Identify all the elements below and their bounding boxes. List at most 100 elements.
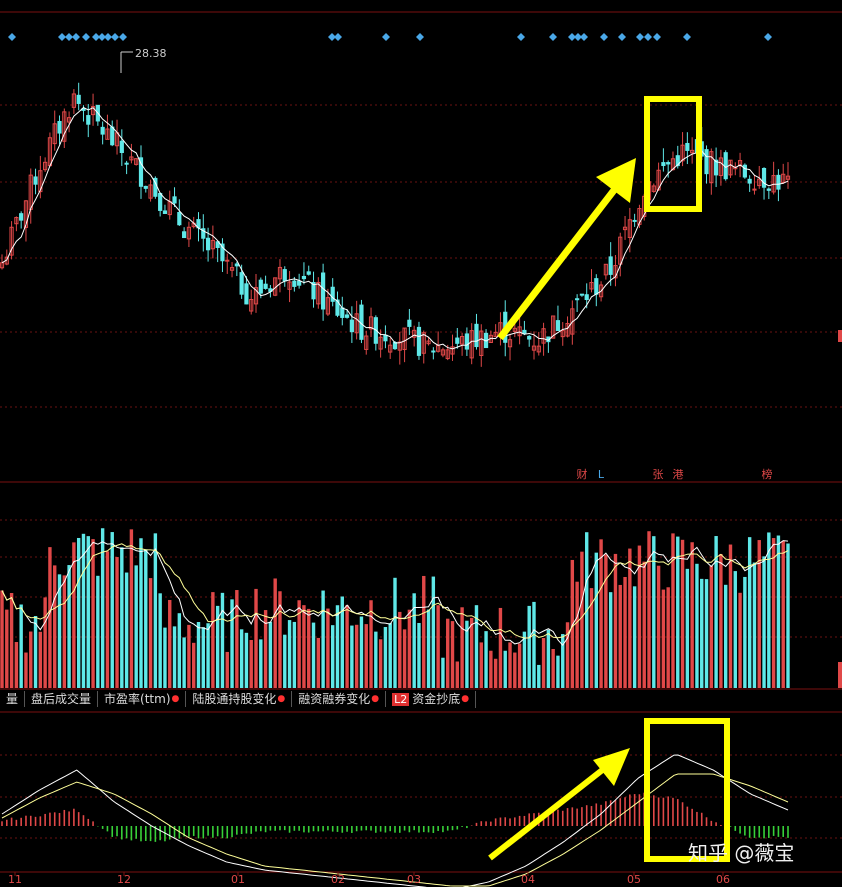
- candle: [747, 178, 752, 184]
- volume-bar: [709, 566, 714, 688]
- volume-bar: [695, 563, 699, 688]
- volume-bar: [57, 574, 62, 688]
- volume-bar: [398, 611, 402, 688]
- signal-diamond: [111, 33, 119, 41]
- volume-bar: [302, 605, 306, 688]
- arrow-head: [593, 748, 630, 786]
- volume-bar: [484, 631, 488, 688]
- tab-bottom-fishing[interactable]: L2 资金抄底●: [386, 690, 477, 708]
- candle: [225, 259, 230, 262]
- candle: [129, 156, 134, 161]
- candle: [138, 157, 144, 187]
- volume-bar: [690, 542, 694, 688]
- volume-bar: [244, 632, 249, 688]
- tab-northbound-holding[interactable]: 陆股通持股变化●: [186, 691, 293, 707]
- candle: [766, 188, 771, 191]
- candle: [761, 167, 767, 188]
- volume-bar: [594, 552, 598, 688]
- volume-bar: [647, 531, 651, 688]
- volume-bar: [134, 565, 138, 688]
- candle: [234, 263, 239, 267]
- candle: [277, 266, 283, 280]
- signal-diamond: [568, 33, 576, 41]
- volume-bar: [431, 576, 436, 688]
- candle: [378, 336, 383, 350]
- volume-bar: [105, 551, 110, 688]
- candle: [781, 173, 786, 183]
- volume-bar: [220, 592, 225, 688]
- tab-pe-ttm[interactable]: 市盈率(ttm)●: [98, 691, 187, 707]
- volume-bar: [728, 544, 733, 688]
- volume-bar: [771, 538, 776, 688]
- edge-bar: [838, 330, 842, 342]
- volume-bar: [259, 639, 263, 688]
- volume-bar: [254, 588, 258, 688]
- volume-bar: [297, 600, 301, 688]
- candle: [62, 111, 67, 142]
- volume-bar: [637, 545, 642, 688]
- volume-bar: [604, 554, 608, 688]
- volume-bar: [781, 540, 785, 688]
- volume-bar: [714, 536, 718, 688]
- volume-bar: [747, 537, 752, 688]
- candle: [737, 160, 743, 167]
- candle: [575, 298, 580, 301]
- volume-bar: [235, 590, 239, 688]
- volume-bar: [762, 556, 766, 688]
- candle: [402, 327, 407, 351]
- candle: [23, 200, 29, 228]
- volume-bar: [575, 581, 579, 688]
- signal-diamond: [574, 33, 582, 41]
- candle: [431, 350, 436, 353]
- volume-bar: [719, 554, 723, 688]
- indicator-panel[interactable]: [1, 754, 789, 887]
- volume-bar: [474, 605, 479, 688]
- price-panel[interactable]: 28.38: [0, 47, 791, 367]
- volume-panel[interactable]: [0, 528, 790, 688]
- annotations: [488, 96, 842, 862]
- volume-bar: [551, 649, 555, 688]
- volume-bar: [201, 627, 205, 688]
- candle: [76, 94, 81, 104]
- candle: [742, 164, 747, 178]
- x-tick-label: 04: [521, 873, 535, 886]
- candle: [186, 226, 192, 240]
- volume-bar: [776, 535, 781, 688]
- volume-bar: [565, 622, 570, 688]
- candle: [459, 336, 465, 345]
- candle: [253, 287, 259, 305]
- volume-bar: [292, 621, 297, 688]
- volume-bar: [479, 642, 483, 688]
- volume-bar: [570, 559, 575, 688]
- candle: [349, 319, 354, 333]
- candle: [656, 169, 661, 191]
- candle: [134, 158, 139, 165]
- candle: [71, 93, 76, 108]
- volume-bar: [81, 533, 86, 688]
- volume-bar: [239, 629, 244, 688]
- volume-bar: [422, 575, 426, 688]
- candle: [771, 175, 776, 193]
- tab-margin-change[interactable]: 融资融券变化●: [292, 691, 387, 707]
- candle: [177, 211, 182, 226]
- x-tick-label: 02: [331, 873, 345, 886]
- signal-diamond: [65, 33, 73, 41]
- volume-bar: [335, 605, 340, 688]
- volume-bar: [412, 593, 416, 688]
- candle: [33, 176, 38, 185]
- tab-after-hours-volume[interactable]: 盘后成交量: [25, 691, 99, 707]
- tab-volume[interactable]: 量: [0, 691, 26, 707]
- volume-bar: [206, 623, 210, 688]
- volume-bar: [460, 607, 464, 688]
- volume-bar: [618, 584, 622, 688]
- signal-diamond: [416, 33, 424, 41]
- volume-bar: [628, 548, 632, 688]
- candle: [551, 315, 556, 339]
- signal-diamond: [58, 33, 66, 41]
- candle: [412, 329, 417, 338]
- volume-bar: [469, 617, 474, 688]
- candle: [364, 335, 369, 350]
- candle: [383, 334, 388, 342]
- indicator-tabs: 量 盘后成交量 市盈率(ttm)● 陆股通持股变化● 融资融券变化● L2 资金抄…: [0, 690, 842, 708]
- volume-bar: [527, 605, 531, 688]
